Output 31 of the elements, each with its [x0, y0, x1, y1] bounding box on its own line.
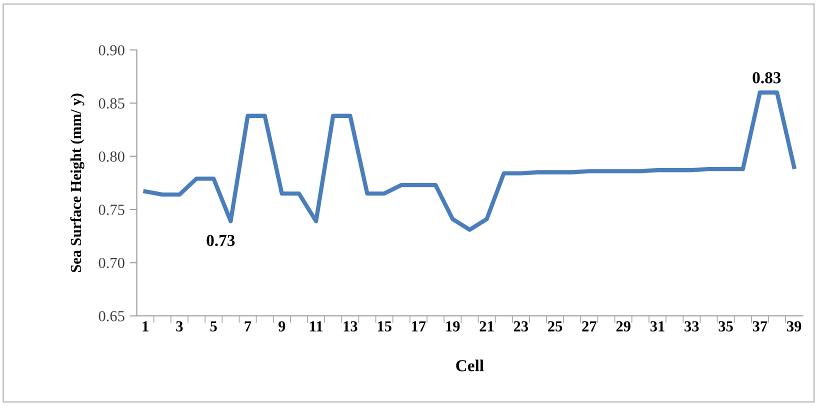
x-tick-label: 5: [210, 321, 217, 332]
x-tick-label: 15: [378, 321, 392, 332]
x-tick-label: 17: [412, 321, 426, 332]
annotation: 0.73: [206, 234, 235, 246]
y-tick-label: 0.75: [98, 204, 124, 216]
y-tick-label: 0.65: [98, 311, 124, 322]
x-tick-label: 7: [244, 321, 252, 332]
x-tick-label: 31: [650, 321, 664, 332]
x-tick-label: 11: [310, 321, 322, 332]
x-tick-label: 9: [278, 321, 286, 332]
annotation: 0.83: [752, 72, 781, 84]
x-tick-label: 25: [548, 321, 562, 332]
y-axis-title: Sea Surface Height (mm/ y): [70, 94, 84, 272]
y-tick-label: 0.80: [98, 151, 124, 162]
line-series: [143, 90, 796, 232]
x-tick-label: 39: [787, 321, 802, 332]
x-tick-label: 27: [582, 321, 596, 332]
x-axis-title: Cell: [456, 360, 484, 372]
x-tick-label: 23: [514, 321, 528, 332]
x-tick-label: 35: [718, 321, 733, 332]
x-tick-label: 1: [142, 321, 148, 332]
x-tick-label: 33: [684, 321, 699, 332]
x-tick-label: 13: [344, 321, 358, 332]
x-tick-label: 3: [176, 321, 183, 332]
x-tick-label: 21: [480, 321, 494, 332]
x-tick-label: 19: [446, 321, 460, 332]
y-tick-label: 0.85: [98, 98, 124, 109]
x-tick-label: 29: [616, 321, 630, 332]
y-tick-label: 0.70: [98, 258, 124, 268]
y-tick-label: 0.90: [98, 45, 124, 56]
x-tick-label: 37: [752, 321, 768, 332]
